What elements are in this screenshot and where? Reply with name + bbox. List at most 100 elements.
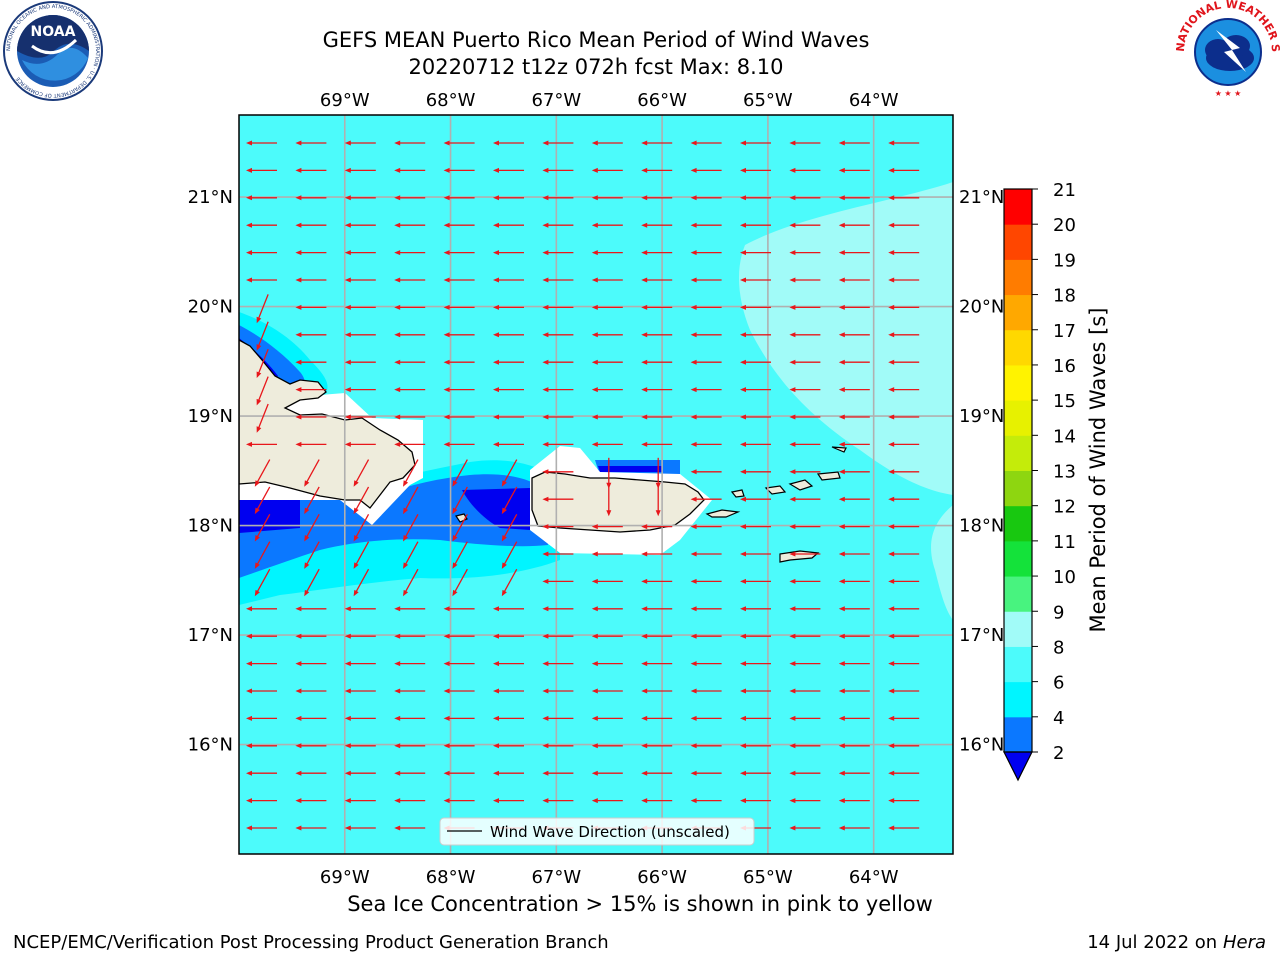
wave-direction-arrowhead [353, 480, 359, 487]
colorbar-tick-label: 12 [1053, 497, 1076, 518]
wave-direction-arrowhead [838, 715, 845, 721]
wave-direction-arrowhead [246, 633, 252, 639]
wave-direction-arrowhead [740, 195, 746, 201]
wave-direction-arrowhead [452, 535, 458, 542]
wave-direction-arrowhead [394, 414, 401, 420]
land-virgin-islands [730, 446, 847, 498]
lat-tick-label-right: 19°N [959, 406, 1004, 427]
wave-direction-arrowhead [394, 825, 401, 831]
wave-direction-arrowhead [591, 798, 598, 804]
wave-direction-arrowhead [838, 414, 845, 420]
wave-direction-arrowhead [740, 633, 746, 639]
wave-direction-arrowhead [443, 277, 450, 283]
land-puerto-rico [531, 471, 705, 533]
wave-direction-arrowhead [542, 524, 549, 530]
wave-direction-arrowhead [591, 414, 598, 420]
wave-direction-arrowhead [256, 344, 262, 351]
wave-direction-arrowhead [740, 414, 746, 420]
wave-direction-arrowhead [246, 606, 252, 612]
wave-direction-arrowhead [304, 562, 310, 569]
wave-direction-arrow [354, 541, 370, 567]
colorbar-segment [1004, 294, 1032, 331]
wave-direction-arrowhead [740, 798, 746, 804]
wave-direction-arrowhead [394, 661, 401, 667]
wave-direction-arrowhead [888, 798, 895, 804]
wave-direction-arrowhead [591, 167, 598, 173]
wave-direction-arrow [305, 486, 320, 512]
wave-direction-arrowhead [295, 332, 302, 338]
wave-direction-arrowhead [690, 277, 697, 283]
wave-direction-arrowhead [641, 387, 648, 393]
wave-direction-arrowhead [344, 332, 351, 338]
wave-direction-arrowhead [443, 387, 450, 393]
wave-direction-arrowhead [295, 167, 302, 173]
wave-direction-arrowhead [493, 387, 499, 393]
colorbar-segment [1004, 611, 1032, 647]
wave-period-band-2-4-pr-north-dark [598, 466, 662, 472]
wave-direction-arrowhead [591, 743, 598, 749]
wave-direction-arrowhead [690, 551, 697, 557]
wave-direction-arrowhead [838, 496, 845, 502]
colorbar-segment [1004, 716, 1032, 753]
wave-direction-arrowhead [344, 798, 351, 804]
wave-direction-arrowhead [641, 578, 648, 584]
wave-direction-arrowhead [655, 510, 661, 517]
wave-direction-arrowhead [394, 606, 401, 612]
wave-direction-arrowhead [789, 359, 796, 365]
wave-direction-arrowhead [591, 661, 598, 667]
wave-direction-arrowhead [452, 480, 458, 487]
wave-direction-arrowhead [740, 469, 746, 475]
wave-direction-arrowhead [888, 524, 895, 530]
nws-logo: NATIONAL WEATHER SERVICE ★ ★ ★ [1176, 0, 1280, 99]
colorbar-label: Mean Period of Wind Waves [s] [1086, 308, 1110, 633]
lon-tick-label: 69°W [320, 90, 370, 111]
wave-direction-arrowhead [838, 524, 845, 530]
wave-direction-arrowhead [443, 715, 450, 721]
wave-direction-arrow [257, 376, 269, 403]
wave-direction-arrowhead [344, 222, 351, 228]
wave-direction-arrowhead [394, 798, 401, 804]
wave-direction-arrowhead [542, 798, 549, 804]
wave-direction-arrowhead [888, 222, 895, 228]
wave-direction-arrowhead [690, 661, 697, 667]
wave-direction-arrowhead [403, 480, 409, 487]
wave-direction-arrow [403, 459, 419, 485]
wave-direction-arrowhead [690, 332, 697, 338]
wave-direction-arrowhead [740, 688, 746, 694]
wave-direction-arrowhead [295, 277, 302, 283]
wave-direction-arrowhead [888, 551, 895, 557]
wave-direction-arrowhead [304, 589, 310, 597]
wave-direction-arrowhead [838, 332, 845, 338]
lon-tick-label: 64°W [849, 90, 899, 111]
colorbar-tick-label: 18 [1053, 286, 1076, 307]
colorbar-tick-label: 13 [1053, 462, 1076, 483]
wave-direction-arrowhead [789, 688, 796, 694]
wave-direction-arrowhead [403, 589, 409, 597]
colorbar-segment [1004, 540, 1032, 577]
wave-direction-arrowhead [789, 661, 796, 667]
nws-logo-stars: ★ ★ ★ [1215, 89, 1242, 98]
colorbar-segment [1004, 505, 1032, 542]
wave-direction-arrowhead [789, 387, 796, 393]
wave-direction-arrow [257, 348, 269, 376]
wave-direction-arrow [305, 541, 320, 567]
wave-direction-arrowhead [542, 578, 549, 584]
noaa-logo: NOAA NATIONAL OCEANIC AND ATMOSPHERIC AD… [3, 1, 103, 101]
wave-direction-arrowhead [295, 661, 302, 667]
wave-direction-arrowhead [394, 222, 401, 228]
wave-direction-arrowhead [740, 359, 746, 365]
wave-direction-arrowhead [690, 578, 697, 584]
wave-direction-arrowhead [403, 507, 409, 515]
wave-direction-arrow [453, 541, 468, 567]
wave-direction-arrowhead [295, 222, 302, 228]
wave-direction-arrowhead [740, 770, 746, 776]
wave-direction-arrowhead [838, 551, 845, 557]
wave-direction-arrowhead [888, 332, 895, 338]
wave-direction-arrowhead [344, 825, 351, 831]
wave-direction-arrowhead [443, 770, 450, 776]
wave-direction-arrowhead [295, 250, 302, 256]
lat-tick-label-left: 16°N [188, 735, 233, 756]
wave-direction-arrowhead [295, 770, 302, 776]
wave-direction-arrowhead [542, 250, 549, 256]
wave-direction-arrowhead [443, 606, 450, 612]
